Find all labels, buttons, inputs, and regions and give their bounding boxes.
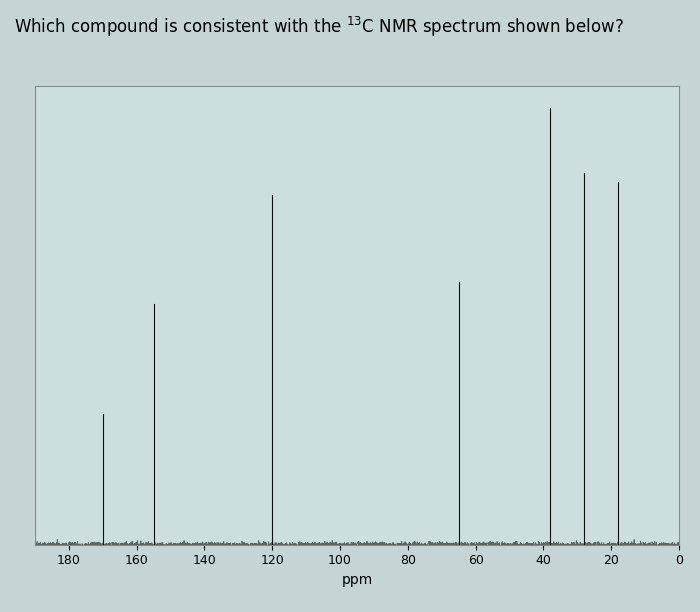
X-axis label: ppm: ppm: [342, 573, 372, 587]
Text: Which compound is consistent with the $^{13}$C NMR spectrum shown below?: Which compound is consistent with the $^…: [14, 15, 624, 39]
